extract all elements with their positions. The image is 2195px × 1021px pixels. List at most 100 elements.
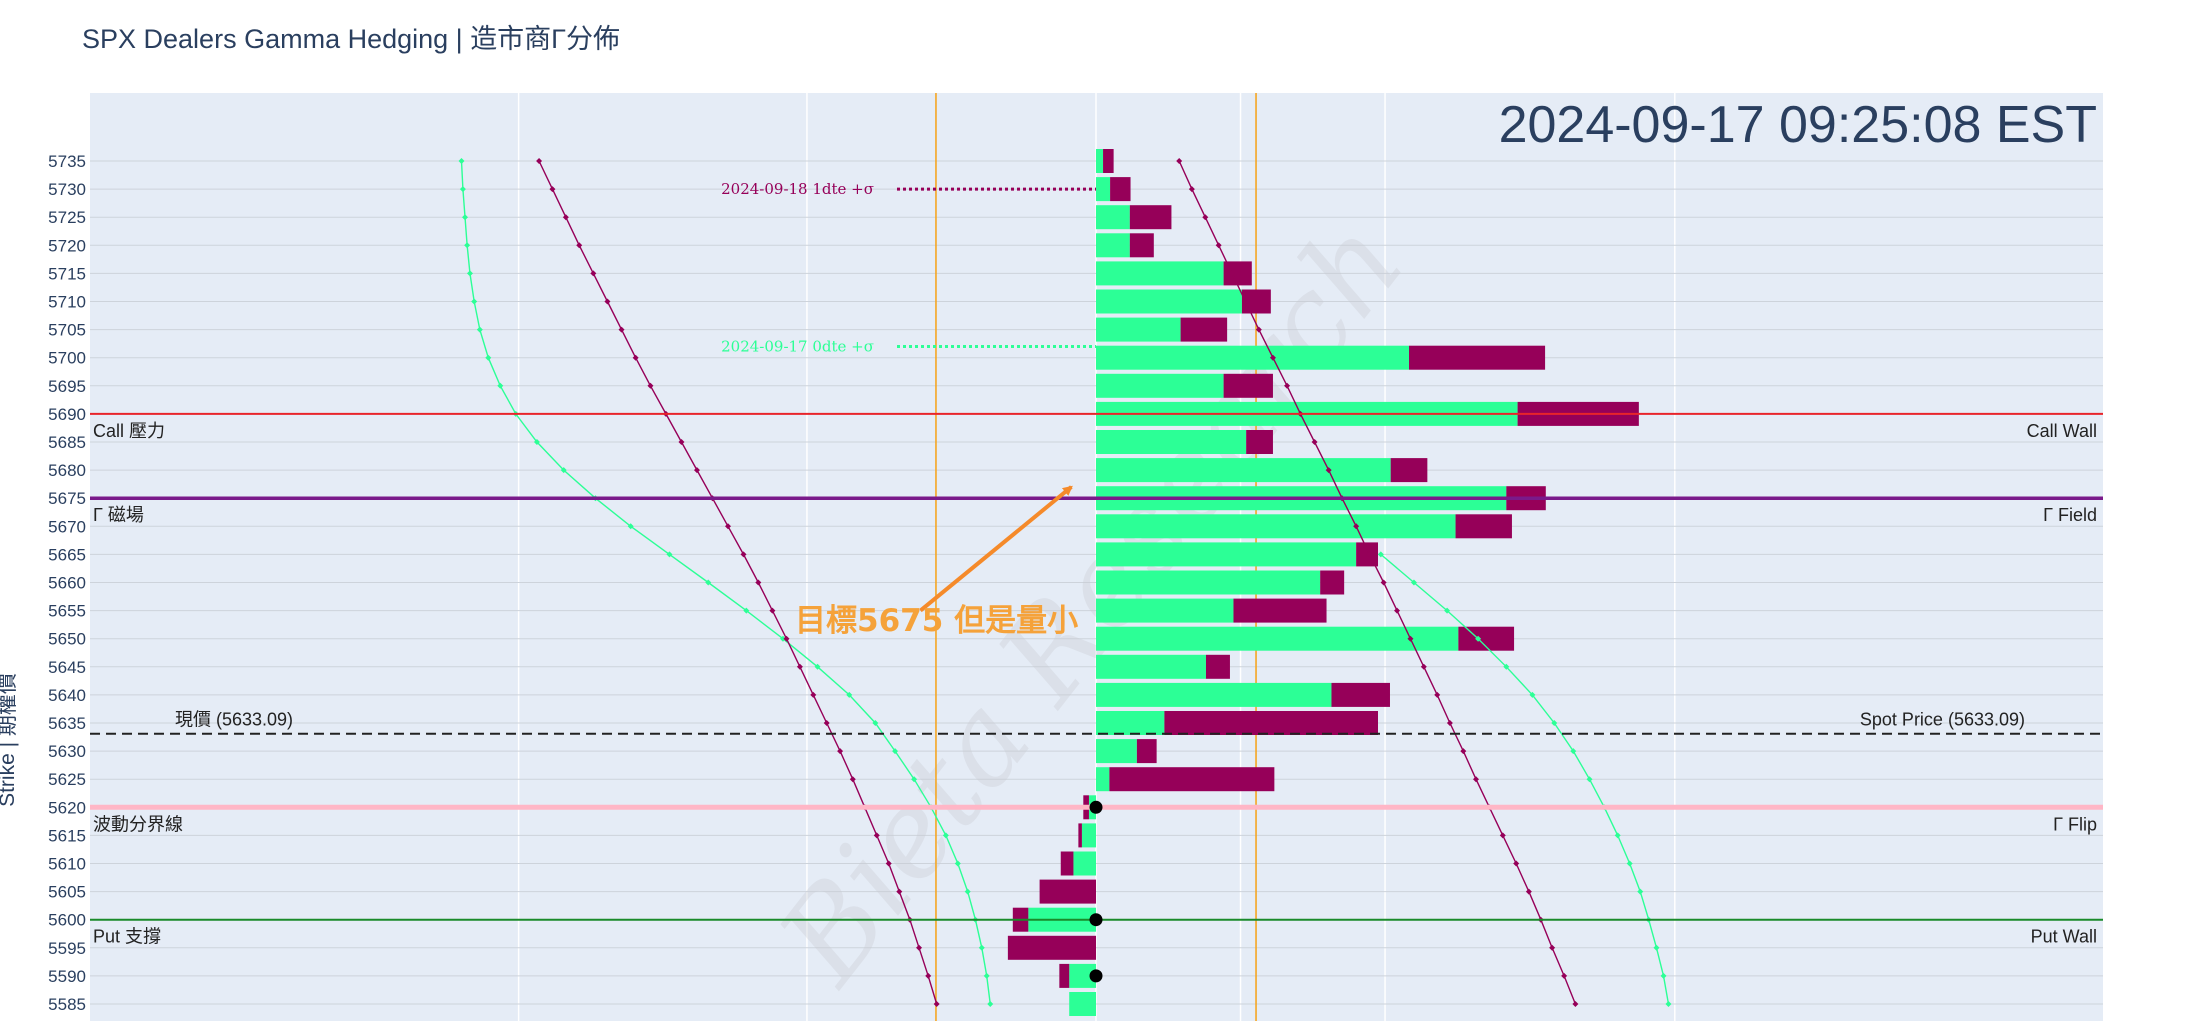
y-ticks: 5735 5730 5725 5720 5715 5710 5705 5700 5695 5690… (48, 152, 86, 1014)
curve-point (1660, 972, 1667, 979)
bar-segment-5685-b (1246, 430, 1273, 454)
bar-segment-5655-b (1233, 598, 1327, 623)
bar-segment-5685-a (1096, 430, 1247, 454)
y-tick-label: 5630 (48, 742, 86, 761)
curve-point (896, 888, 903, 895)
curve-point (647, 382, 654, 389)
curve-point (724, 523, 731, 530)
bar-segment-5640-b (1331, 682, 1390, 707)
curve-point (632, 354, 639, 361)
dots (1089, 800, 1103, 983)
bar-segment-5650-a (1096, 626, 1459, 651)
bar-segment-5615-b (1078, 823, 1082, 848)
curve-point (987, 1001, 994, 1007)
bar-segment-5630-b (1136, 739, 1157, 764)
curve-point (885, 860, 892, 867)
curve-point (459, 186, 466, 193)
bar-segment-5720-a (1096, 233, 1130, 258)
y-tick-label: 5640 (48, 686, 86, 705)
curve-point (779, 635, 786, 642)
spot-price-label-right: Spot Price (5633.09) (1860, 710, 2025, 730)
bar-segment-5640-a (1096, 682, 1332, 707)
bar-segment-5700-b (1409, 345, 1546, 370)
curve-point (933, 1001, 940, 1007)
y-tick-label: 5700 (48, 349, 86, 368)
curve-point (1653, 944, 1660, 951)
annotation-arrow (919, 485, 1073, 613)
curve-point (1549, 944, 1556, 951)
bar-segment-5720-b (1129, 233, 1154, 258)
y-tick-label: 5625 (48, 770, 86, 789)
bar-segment-5590-b (1059, 963, 1070, 988)
curve-point (1499, 832, 1506, 839)
curve-point (590, 270, 597, 277)
curve-point (466, 270, 473, 277)
curve-point (983, 972, 990, 979)
curve-point (872, 720, 879, 726)
bar-segment-5625-b (1109, 767, 1275, 792)
curve-point (562, 214, 569, 221)
curve-point (1255, 326, 1262, 333)
curve-point (849, 776, 856, 783)
curve-point (911, 776, 918, 783)
curve-point (1188, 186, 1195, 193)
curve-point (1176, 158, 1183, 164)
curve-point (916, 944, 923, 951)
bar-segment-5695-b (1223, 373, 1273, 398)
bar-segment-5595-b (1007, 935, 1096, 960)
bar-segment-5625-a (1096, 767, 1110, 792)
curve-point (462, 214, 469, 221)
curve-point (1626, 860, 1633, 867)
curve-point (1586, 776, 1593, 783)
curve-point (796, 663, 803, 670)
bar-segment-5645-b (1205, 654, 1230, 679)
y-tick-label: 5610 (48, 855, 86, 874)
y-tick-label: 5720 (48, 236, 86, 255)
bar-segment-5695-a (1096, 373, 1224, 398)
curve-point (964, 888, 971, 895)
curve-point (560, 467, 567, 474)
gamma-flip-label-left: 波動分界線 (93, 814, 183, 834)
y-tick-label: 5595 (48, 939, 86, 958)
curve-point (1407, 635, 1414, 642)
y-tick-label: 5665 (48, 545, 86, 564)
bar-segment-5680-a (1096, 458, 1391, 483)
y-tick-label: 5680 (48, 461, 86, 480)
curve-point (942, 832, 949, 839)
bar-segment-5715-a (1096, 261, 1224, 286)
bar-segment-5725-b (1129, 205, 1172, 230)
annotation-text: 目標5675 但是量小 (795, 603, 1078, 639)
bar-segment-5680-b (1390, 458, 1428, 483)
curve-point (769, 607, 776, 614)
curve-point (1570, 748, 1577, 755)
bar-segment-5705-b (1180, 317, 1228, 342)
y-tick-label: 5675 (48, 489, 86, 508)
call-wall-label-left: Call 壓力 (93, 421, 165, 441)
curve-point (1325, 467, 1332, 474)
curve-point (1377, 551, 1384, 558)
expected-move-label: 2024-09-17 0dte +σ (721, 337, 874, 355)
curve-point (1380, 579, 1387, 586)
y-tick-label: 5730 (48, 180, 86, 199)
annotation: 目標5675 但是量小 (795, 485, 1078, 639)
y-tick-label: 5690 (48, 405, 86, 424)
curve-point (1614, 832, 1621, 839)
curve-point (810, 691, 817, 698)
bar-segment-5615-a (1081, 823, 1096, 848)
put-wall-label-left: Put 支撐 (93, 927, 161, 947)
curve-point (1269, 354, 1276, 361)
curve-point (1572, 1001, 1579, 1007)
curve-point (740, 551, 747, 558)
curve-point (1460, 748, 1467, 755)
curve-point (678, 439, 685, 445)
bar-segment-5670-a (1096, 514, 1456, 539)
expected-move-label: 2024-09-18 1dte +σ (721, 180, 874, 198)
bar-segment-5610-b (1060, 851, 1074, 876)
bar-segment-5700-a (1096, 345, 1410, 370)
curve-point (892, 748, 899, 755)
curve-point (1434, 691, 1441, 698)
bar-segment-5665-a (1096, 542, 1357, 567)
spot-price-label-left: 現價 (5633.09) (175, 710, 293, 730)
gamma-flip-label-right: Γ Flip (2053, 814, 2097, 834)
